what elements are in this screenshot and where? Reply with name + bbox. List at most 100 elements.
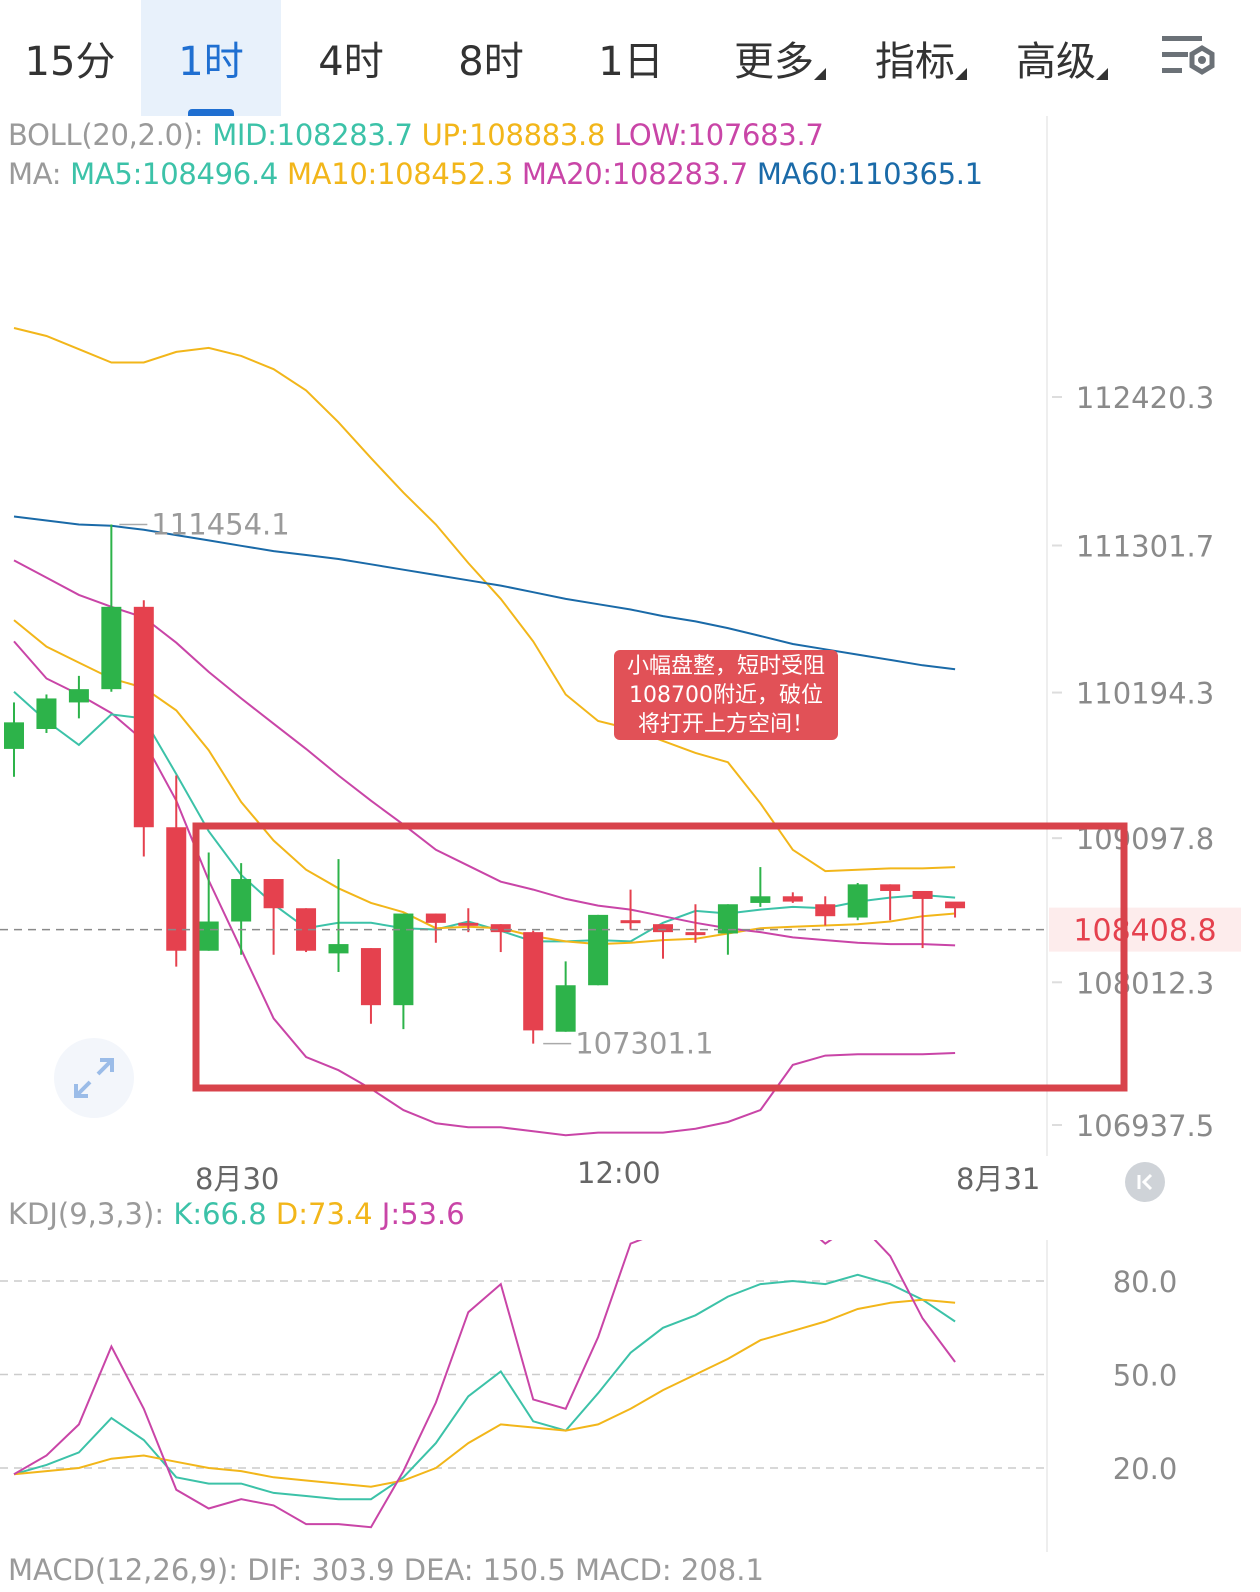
tab-indicators[interactable]: 指标 — [845, 0, 985, 116]
candle-body — [231, 879, 252, 922]
candle-body — [490, 924, 511, 933]
tab-1d[interactable]: 1日 — [598, 39, 664, 85]
analysis-annotation: 小幅盘整，短时受阻 108700附近，破位 将打开上方空间！ — [614, 650, 838, 740]
candle-body — [815, 904, 836, 917]
boll-legend: BOLL(20,2.0): MID:108283.7 UP:108883.8 L… — [8, 118, 824, 152]
candlestick-chart[interactable]: 112420.3111301.7110194.3109097.8108012.3… — [0, 116, 1260, 1156]
kdj-j-value: J:53.6 — [381, 1197, 465, 1231]
ma-legend: MA: MA5:108496.4 MA10:108452.3 MA20:1082… — [8, 157, 983, 191]
candle-body — [68, 689, 89, 703]
boll-mid-line — [13, 559, 956, 947]
x-axis-label: 8月30 — [195, 1162, 280, 1196]
candle-body — [4, 722, 24, 749]
active-tab-indicator — [188, 109, 234, 116]
period-tabs: 15分 1时 4时 8时 1日 更多 指标 高级 — [0, 0, 1260, 116]
candles — [4, 524, 966, 1044]
dropdown-triangle-icon — [955, 68, 967, 80]
candle-body — [912, 890, 933, 899]
kdj-j-line — [13, 1240, 956, 1529]
y-axis-grid: 112420.3111301.7110194.3109097.8108012.3… — [1052, 381, 1214, 1143]
kdj-d-line — [13, 1298, 956, 1488]
candle-body — [360, 948, 381, 1006]
tab-advanced[interactable]: 高级 — [986, 0, 1126, 116]
kdj-y-tick-label: 20.0 — [1113, 1452, 1178, 1486]
candle-body — [555, 985, 576, 1032]
scroll-to-latest-icon — [1137, 1173, 1153, 1191]
candle-body — [328, 944, 349, 954]
kdj-y-tick-label: 50.0 — [1113, 1359, 1178, 1393]
y-axis-tick-label: 106937.5 — [1076, 1109, 1214, 1143]
boll_low-line — [13, 640, 956, 1137]
tab-4h[interactable]: 4时 — [318, 39, 384, 85]
kdj-y-tick-label: 80.0 — [1113, 1265, 1178, 1299]
boll-up-value: UP:108883.8 — [421, 118, 606, 152]
marks: 108408.8 111454.1 107301.1 — [0, 508, 1241, 1092]
chart-settings-icon[interactable] — [1160, 30, 1220, 86]
annotation-line: 108700附近，破位 — [629, 683, 823, 708]
high-marker-label: 111454.1 — [151, 508, 289, 542]
tab-1h[interactable]: 1时 — [141, 0, 281, 116]
candle-body — [717, 904, 738, 934]
boll-low-value: LOW:107683.7 — [614, 118, 824, 152]
ma20-value: MA20:108283.7 — [521, 157, 748, 191]
boll-name: BOLL(20,2.0): — [8, 118, 204, 152]
candle-body — [36, 698, 57, 729]
candle-body — [296, 908, 317, 951]
current-price-label-bg — [1049, 907, 1241, 952]
candle-body — [620, 920, 641, 924]
y-axis-tick-label: 108012.3 — [1076, 966, 1214, 1000]
macd-legend: MACD(12,26,9): DIF: 303.9 DEA: 150.5 MAC… — [8, 1553, 764, 1587]
ma60-value: MA60:110365.1 — [756, 157, 983, 191]
candle-body — [750, 896, 771, 903]
candle-body — [523, 932, 544, 1031]
kdj-lines — [13, 1240, 956, 1529]
dropdown-triangle-icon — [814, 68, 826, 80]
expand-chart-icon — [74, 1058, 114, 1098]
ma10-value: MA10:108452.3 — [286, 157, 513, 191]
y-axis-tick-label: 112420.3 — [1076, 381, 1214, 415]
kdj-k-value: K:66.8 — [173, 1197, 267, 1231]
kdj-d-value: D:73.4 — [275, 1197, 373, 1231]
kdj-name: KDJ(9,3,3): — [8, 1197, 165, 1231]
candle-body — [945, 901, 966, 909]
scroll-to-latest-button[interactable] — [1125, 1162, 1165, 1202]
boll_up-line — [13, 327, 956, 873]
ma60-line — [13, 515, 956, 671]
ma10-line — [13, 619, 956, 946]
expand-chart-button[interactable] — [54, 1038, 134, 1118]
current-price-label: 108408.8 — [1073, 914, 1216, 949]
kdj-legend: KDJ(9,3,3): K:66.8 D:73.4 J:53.6 — [8, 1197, 465, 1231]
candle-body — [198, 921, 219, 951]
candle-body — [101, 606, 122, 690]
annotation-line: 将打开上方空间！ — [637, 712, 814, 737]
candle-body — [166, 827, 187, 951]
annotation-line: 小幅盘整，短时受阻 — [626, 654, 825, 679]
indicator-lines — [13, 327, 956, 1137]
x-axis-label: 8月31 — [956, 1162, 1041, 1196]
candle-body — [880, 884, 901, 891]
tab-8h[interactable]: 8时 — [458, 39, 524, 85]
low-marker-label: 107301.1 — [575, 1027, 713, 1061]
candle-body — [393, 913, 414, 1006]
tab-15m[interactable]: 15分 — [24, 39, 116, 85]
kdj-grid: 80.0 50.0 20.0 — [0, 1265, 1177, 1486]
tab-more[interactable]: 更多 — [704, 0, 844, 116]
dropdown-triangle-icon — [1096, 68, 1108, 80]
y-axis-tick-label: 111301.7 — [1076, 530, 1214, 564]
candle-body — [782, 896, 803, 902]
kdj-chart[interactable]: 80.0 50.0 20.0 — [0, 1240, 1260, 1552]
y-axis-tick-label: 110194.3 — [1076, 677, 1214, 711]
boll-mid-value: MID:108283.7 — [212, 118, 413, 152]
candle-body — [685, 932, 706, 936]
candle-body — [425, 913, 446, 923]
kdj-k-line — [13, 1273, 956, 1501]
candle-body — [588, 914, 609, 986]
ma5-line — [13, 691, 956, 943]
candle-body — [133, 606, 154, 828]
candle-body — [263, 879, 284, 909]
ma5-value: MA5:108496.4 — [70, 157, 279, 191]
x-axis-label: 12:00 — [577, 1156, 661, 1190]
candle-body — [458, 922, 479, 926]
candle-body — [653, 924, 673, 933]
ma-name: MA: — [8, 157, 62, 191]
